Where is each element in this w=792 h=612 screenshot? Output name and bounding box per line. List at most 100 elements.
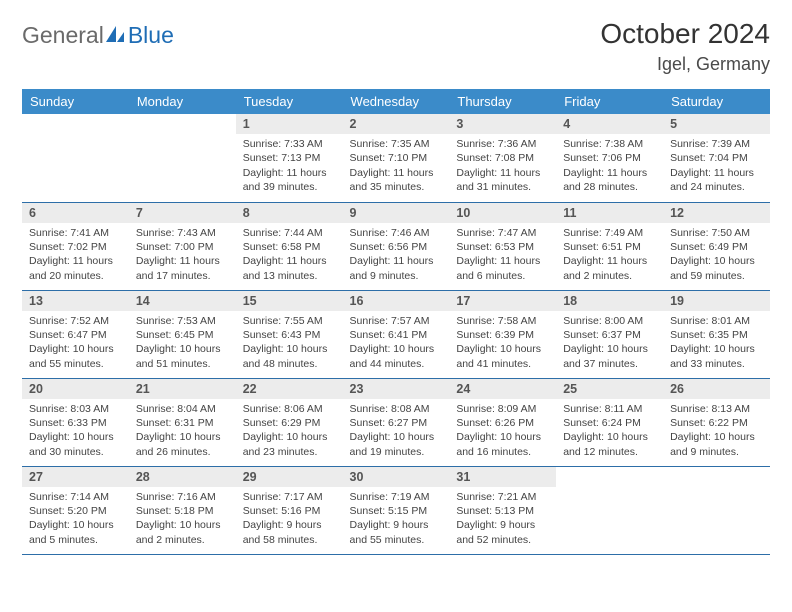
logo: General Blue [22,22,174,49]
sunset-line: Sunset: 6:58 PM [243,240,336,254]
sunset-line: Sunset: 6:41 PM [350,328,443,342]
sunrise-line: Sunrise: 8:08 AM [350,402,443,416]
day-details: Sunrise: 7:46 AMSunset: 6:56 PMDaylight:… [343,223,450,289]
sunset-line: Sunset: 6:26 PM [456,416,549,430]
sunset-line: Sunset: 6:31 PM [136,416,229,430]
sunrise-line: Sunrise: 7:55 AM [243,314,336,328]
day-number: 29 [236,467,343,487]
daylight-line: Daylight: 10 hours and 5 minutes. [29,518,122,547]
calendar-day-cell: 13Sunrise: 7:52 AMSunset: 6:47 PMDayligh… [22,290,129,378]
sunrise-line: Sunrise: 7:14 AM [29,490,122,504]
sunset-line: Sunset: 6:27 PM [350,416,443,430]
sunrise-line: Sunrise: 7:19 AM [350,490,443,504]
daylight-line: Daylight: 11 hours and 35 minutes. [350,166,443,195]
sunset-line: Sunset: 6:33 PM [29,416,122,430]
day-number: 2 [343,114,450,134]
calendar-day-cell: 10Sunrise: 7:47 AMSunset: 6:53 PMDayligh… [449,202,556,290]
calendar-day-cell: 16 Sunrise: 7:57 AMSunset: 6:41 PMDayligh… [343,290,450,378]
daylight-line: Daylight: 11 hours and 2 minutes. [563,254,656,283]
calendar-day-cell: 18Sunrise: 8:00 AMSunset: 6:37 PMDayligh… [556,290,663,378]
sunset-line: Sunset: 7:13 PM [243,151,336,165]
day-number: 30 [343,467,450,487]
day-number: 6 [22,203,129,223]
day-number: 3 [449,114,556,134]
sunset-line: Sunset: 5:18 PM [136,504,229,518]
weekday-header: Monday [129,89,236,114]
day-number: 18 [556,291,663,311]
calendar-body: 1 Sunrise: 7:33 AMSunset: 7:13 PM Daylight… [22,114,770,554]
sunset-line: Sunset: 5:20 PM [29,504,122,518]
day-number: 31 [449,467,556,487]
day-details: Sunrise: 7:17 AMSunset: 5:16 PMDaylight:… [236,487,343,553]
daylight-line: Daylight: 10 hours and 16 minutes. [456,430,549,459]
sunrise-line: Sunrise: 8:03 AM [29,402,122,416]
calendar-day-cell: 17Sunrise: 7:58 AMSunset: 6:39 PMDayligh… [449,290,556,378]
sunrise-line: Sunrise: 8:06 AM [243,402,336,416]
sunset-line: Sunset: 7:08 PM [456,151,549,165]
calendar-day-cell: 6Sunrise: 7:41 AMSunset: 7:02 PMDaylight… [22,202,129,290]
day-number: 8 [236,203,343,223]
daylight-line: Daylight: 11 hours and 17 minutes. [136,254,229,283]
calendar-day-cell: 14Sunrise: 7:53 AMSunset: 6:45 PMDayligh… [129,290,236,378]
sunrise-line: Sunrise: 7:33 AM [243,137,336,151]
day-details: Sunrise: 8:09 AMSunset: 6:26 PMDaylight:… [449,399,556,465]
day-details: Sunrise: 8:01 AMSunset: 6:35 PMDaylight:… [663,311,770,377]
calendar-day-cell: 27 Sunrise: 7:14 AMSunset: 5:20 PMDayligh… [22,466,129,554]
day-number: 1 [236,114,343,134]
daylight-line: Daylight: 10 hours and 2 minutes. [136,518,229,547]
daylight-line: Daylight: 10 hours and 59 minutes. [670,254,763,283]
day-number: 27 [22,467,129,487]
calendar-day-cell: 3Sunrise: 7:36 AMSunset: 7:08 PMDaylight… [449,114,556,202]
daylight-line: Daylight: 9 hours and 55 minutes. [350,518,443,547]
daylight-line: Daylight: 11 hours and 9 minutes. [350,254,443,283]
day-details: Sunrise: 7:35 AMSunset: 7:10 PMDaylight:… [343,134,450,200]
day-details: Sunrise: 7:49 AMSunset: 6:51 PMDaylight:… [556,223,663,289]
sunrise-line: Sunrise: 7:46 AM [350,226,443,240]
calendar-day-cell: 31Sunrise: 7:21 AMSunset: 5:13 PMDayligh… [449,466,556,554]
daylight-line: Daylight: 10 hours and 48 minutes. [243,342,336,371]
sunset-line: Sunset: 6:39 PM [456,328,549,342]
logo-sail-icon [104,24,126,49]
calendar-day-cell: 30 Sunrise: 7:19 AMSunset: 5:15 PMDayligh… [343,466,450,554]
day-number: 14 [129,291,236,311]
calendar-day-cell: 12Sunrise: 7:50 AMSunset: 6:49 PMDayligh… [663,202,770,290]
calendar-day-cell: 28Sunrise: 7:16 AMSunset: 5:18 PMDayligh… [129,466,236,554]
sunrise-line: Sunrise: 7:38 AM [563,137,656,151]
calendar-day-cell: 25Sunrise: 8:11 AMSunset: 6:24 PMDayligh… [556,378,663,466]
sunset-line: Sunset: 6:22 PM [670,416,763,430]
sunset-line: Sunset: 6:43 PM [243,328,336,342]
day-details: Sunrise: 7:16 AMSunset: 5:18 PMDaylight:… [129,487,236,553]
day-number: 22 [236,379,343,399]
sunset-line: Sunset: 7:00 PM [136,240,229,254]
weekday-header: Tuesday [236,89,343,114]
weekday-header: Thursday [449,89,556,114]
sunset-line: Sunset: 6:29 PM [243,416,336,430]
sunset-line: Sunset: 5:15 PM [350,504,443,518]
day-number: 9 [343,203,450,223]
day-number: 16 [343,291,450,311]
weekday-header: Friday [556,89,663,114]
daylight-line: Daylight: 11 hours and 31 minutes. [456,166,549,195]
day-number: 21 [129,379,236,399]
daylight-line: Daylight: 10 hours and 44 minutes. [350,342,443,371]
sunset-line: Sunset: 6:35 PM [670,328,763,342]
day-number: 26 [663,379,770,399]
day-details: Sunrise: 8:11 AMSunset: 6:24 PMDaylight:… [556,399,663,465]
sunset-line: Sunset: 7:02 PM [29,240,122,254]
weekday-header: Sunday [22,89,129,114]
sunrise-line: Sunrise: 7:57 AM [350,314,443,328]
daylight-line: Daylight: 10 hours and 55 minutes. [29,342,122,371]
calendar-empty-cell [129,114,236,202]
sunset-line: Sunset: 6:51 PM [563,240,656,254]
weekday-header: Saturday [663,89,770,114]
calendar-day-cell: 22Sunrise: 8:06 AMSunset: 6:29 PMDayligh… [236,378,343,466]
daylight-line: Daylight: 9 hours and 58 minutes. [243,518,336,547]
day-details: Sunrise: 8:06 AMSunset: 6:29 PMDaylight:… [236,399,343,465]
calendar-week-row: 20Sunrise: 8:03 AMSunset: 6:33 PMDayligh… [22,378,770,466]
day-number: 24 [449,379,556,399]
day-details: Sunrise: 7:47 AMSunset: 6:53 PMDaylight:… [449,223,556,289]
sunset-line: Sunset: 6:37 PM [563,328,656,342]
weekday-header: Wednesday [343,89,450,114]
daylight-line: Daylight: 10 hours and 23 minutes. [243,430,336,459]
daylight-line: Daylight: 11 hours and 13 minutes. [243,254,336,283]
